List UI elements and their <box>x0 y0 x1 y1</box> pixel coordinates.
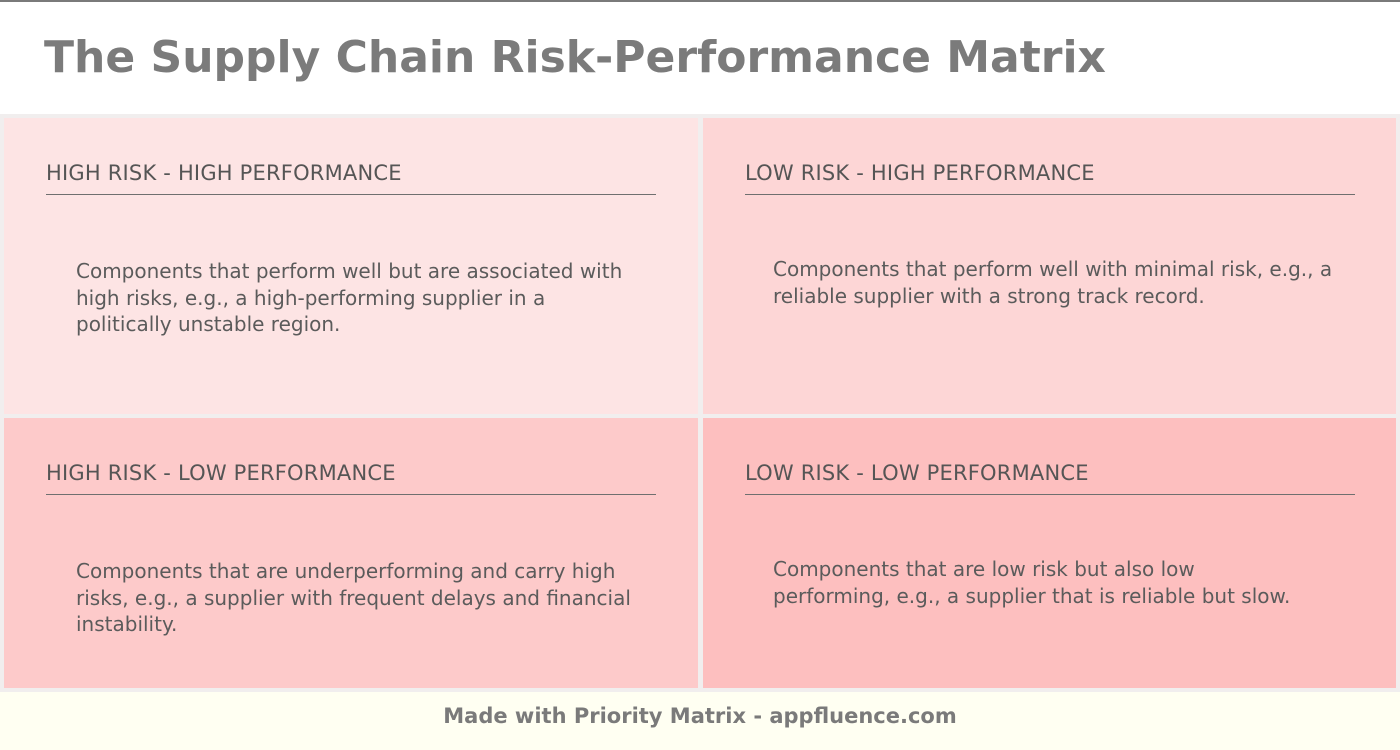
quadrant-low-risk-high-performance: LOW RISK - HIGH PERFORMANCE Components t… <box>703 118 1396 414</box>
quadrant-heading: LOW RISK - LOW PERFORMANCE <box>745 460 1355 495</box>
quadrant-description: Components that perform well but are ass… <box>76 259 623 336</box>
quadrant-heading: LOW RISK - HIGH PERFORMANCE <box>745 160 1355 195</box>
quadrant-description: Components that are underperforming and … <box>76 559 631 636</box>
page-title: The Supply Chain Risk-Performance Matrix <box>44 32 1106 83</box>
top-rule <box>0 0 1400 2</box>
quadrant-high-risk-high-performance: HIGH RISK - HIGH PERFORMANCE Components … <box>4 118 698 414</box>
quadrant-description: Components that perform well with minima… <box>773 257 1333 308</box>
quadrant-description: Components that are low risk but also lo… <box>773 557 1291 608</box>
matrix-grid: HIGH RISK - HIGH PERFORMANCE Components … <box>0 114 1400 692</box>
quadrant-low-risk-low-performance: LOW RISK - LOW PERFORMANCE Components th… <box>703 418 1396 688</box>
quadrant-heading: HIGH RISK - HIGH PERFORMANCE <box>46 160 656 195</box>
footer-credit: Made with Priority Matrix - appfluence.c… <box>0 692 1400 750</box>
quadrant-high-risk-low-performance: HIGH RISK - LOW PERFORMANCE Components t… <box>4 418 698 688</box>
quadrant-heading: HIGH RISK - LOW PERFORMANCE <box>46 460 656 495</box>
